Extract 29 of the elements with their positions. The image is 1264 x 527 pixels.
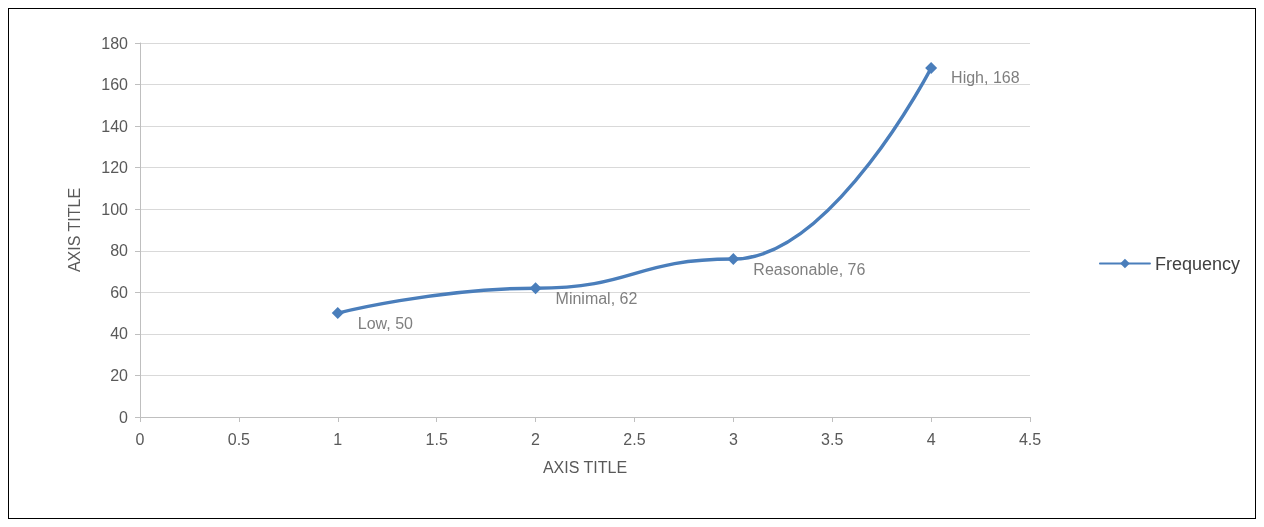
point	[331, 307, 344, 320]
legend-label: Frequency	[1154, 253, 1240, 274]
x-axis-title: AXIS TITLE	[542, 458, 628, 476]
point	[925, 61, 938, 74]
x-tick-label: 2	[531, 430, 541, 448]
x-tick-label: 3.5	[821, 430, 844, 448]
data-label: Reasonable, 76	[753, 260, 866, 278]
y-tick-label: 0	[119, 408, 129, 426]
y-tick-label: 180	[101, 34, 129, 52]
x-tick-label: 2.5	[623, 430, 646, 448]
y-axis-title: AXIS TITLE	[65, 187, 83, 273]
x-tick-label: 1.5	[425, 430, 448, 448]
x-tick-label: 4	[926, 430, 936, 448]
x-tick-label: 1	[333, 430, 343, 448]
x-tick-label: 0	[135, 430, 145, 448]
x-tick-label: 4.5	[1018, 430, 1042, 448]
y-tick-label: 100	[101, 200, 129, 218]
x-tick-label: 0.5	[227, 430, 251, 448]
y-tick-label: 120	[101, 159, 129, 177]
y-tick-label: 80	[110, 242, 129, 260]
y-tick-label: 40	[110, 325, 129, 343]
y-tick-label: 140	[101, 117, 129, 135]
data-label: Minimal, 62	[555, 289, 638, 307]
y-tick-label: 20	[110, 366, 129, 384]
x-tick-label: 3	[728, 430, 738, 448]
y-tick-label: 60	[110, 283, 129, 301]
y-tick-label: 160	[101, 76, 129, 94]
data-label: High, 168	[951, 69, 1020, 87]
data-label: Low, 50	[357, 314, 414, 332]
